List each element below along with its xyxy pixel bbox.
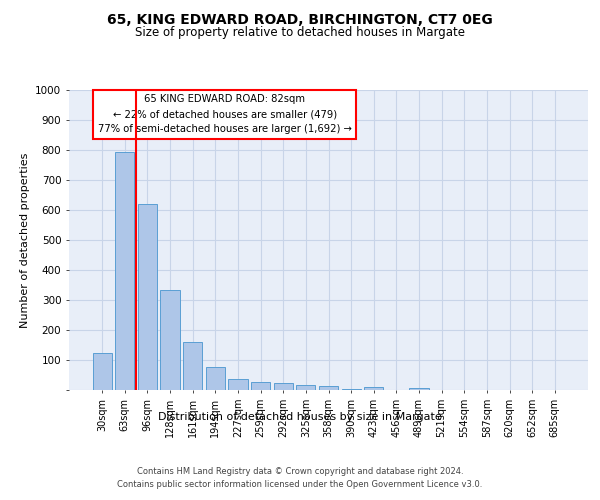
Bar: [341, 388, 361, 390]
Bar: [138, 204, 157, 390]
Text: Contains HM Land Registry data © Crown copyright and database right 2024.
Contai: Contains HM Land Registry data © Crown c…: [118, 468, 482, 489]
Bar: [319, 386, 338, 390]
Bar: [206, 366, 225, 390]
Bar: [409, 388, 428, 390]
Bar: [160, 290, 180, 390]
Bar: [92, 352, 112, 390]
Bar: [115, 152, 134, 390]
Bar: [229, 379, 248, 390]
Text: 65 KING EDWARD ROAD: 82sqm
← 22% of detached houses are smaller (479)
77% of sem: 65 KING EDWARD ROAD: 82sqm ← 22% of deta…: [98, 94, 352, 134]
Text: Size of property relative to detached houses in Margate: Size of property relative to detached ho…: [135, 26, 465, 39]
Bar: [183, 342, 202, 390]
Text: 65, KING EDWARD ROAD, BIRCHINGTON, CT7 0EG: 65, KING EDWARD ROAD, BIRCHINGTON, CT7 0…: [107, 12, 493, 26]
Bar: [251, 382, 270, 390]
Y-axis label: Number of detached properties: Number of detached properties: [20, 152, 29, 328]
Bar: [296, 384, 316, 390]
Text: Distribution of detached houses by size in Margate: Distribution of detached houses by size …: [158, 412, 442, 422]
Bar: [364, 387, 383, 390]
Bar: [274, 382, 293, 390]
